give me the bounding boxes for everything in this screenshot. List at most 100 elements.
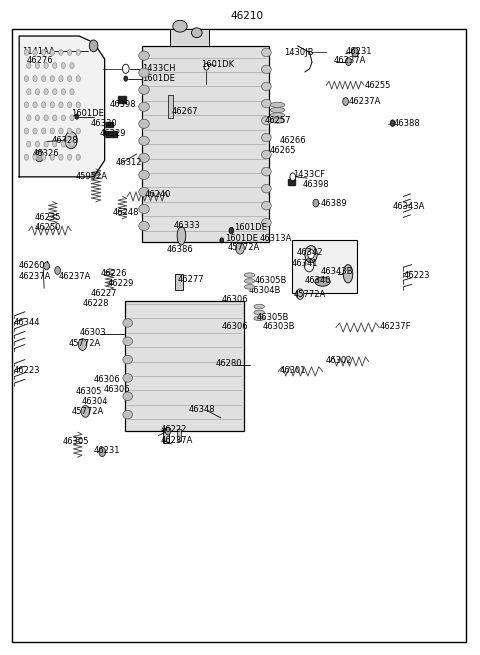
Circle shape [346, 58, 351, 66]
Ellipse shape [270, 102, 285, 107]
Ellipse shape [123, 355, 132, 364]
Ellipse shape [254, 316, 264, 321]
Bar [163, 428, 169, 443]
Text: 46388: 46388 [394, 119, 420, 128]
Ellipse shape [123, 318, 132, 327]
Circle shape [42, 155, 46, 160]
Text: 1601DE: 1601DE [142, 74, 175, 83]
Circle shape [42, 128, 46, 134]
Text: 46228: 46228 [83, 299, 109, 308]
Circle shape [50, 128, 54, 134]
Text: 46235: 46235 [35, 213, 61, 222]
Ellipse shape [262, 219, 271, 227]
Ellipse shape [139, 119, 149, 128]
Text: 46277: 46277 [178, 274, 204, 284]
Ellipse shape [173, 20, 187, 32]
Circle shape [78, 339, 87, 350]
Text: 46330: 46330 [90, 119, 117, 128]
Circle shape [59, 128, 63, 134]
Circle shape [44, 141, 48, 147]
Text: 46237A: 46237A [59, 272, 91, 281]
Ellipse shape [139, 153, 149, 162]
Circle shape [67, 75, 72, 81]
Circle shape [290, 173, 296, 181]
Circle shape [124, 76, 128, 81]
Ellipse shape [343, 265, 353, 283]
Ellipse shape [177, 227, 186, 245]
Circle shape [44, 115, 48, 121]
Circle shape [61, 62, 65, 68]
Circle shape [53, 141, 57, 147]
Circle shape [99, 447, 106, 457]
Text: 46266: 46266 [279, 136, 306, 145]
Text: 46343B: 46343B [321, 267, 353, 276]
Circle shape [204, 64, 209, 70]
Ellipse shape [270, 107, 285, 113]
Circle shape [50, 102, 54, 107]
Ellipse shape [244, 284, 255, 290]
Circle shape [33, 155, 37, 160]
Ellipse shape [244, 272, 255, 278]
Text: 46257: 46257 [265, 116, 291, 125]
Circle shape [390, 120, 395, 126]
Bar [125, 301, 244, 431]
Ellipse shape [139, 136, 149, 145]
Circle shape [76, 75, 80, 81]
Circle shape [313, 199, 319, 207]
Text: 46303: 46303 [79, 328, 106, 337]
Circle shape [50, 75, 54, 81]
Text: 46237F: 46237F [379, 322, 411, 331]
Text: 46305: 46305 [62, 437, 89, 446]
Ellipse shape [270, 113, 285, 118]
Ellipse shape [123, 392, 132, 400]
Ellipse shape [262, 99, 271, 107]
Ellipse shape [270, 118, 285, 123]
Text: 1601DE: 1601DE [234, 223, 267, 233]
Text: 46265: 46265 [270, 146, 296, 155]
Text: 46344: 46344 [13, 318, 40, 327]
Circle shape [220, 238, 224, 243]
Circle shape [36, 88, 39, 95]
Text: 1601DE: 1601DE [71, 109, 104, 119]
Circle shape [26, 62, 31, 68]
Text: 46303B: 46303B [263, 322, 296, 331]
Text: 46223: 46223 [13, 366, 40, 375]
Text: 46237A: 46237A [18, 272, 50, 281]
Text: 46304: 46304 [82, 397, 108, 406]
Circle shape [70, 88, 74, 95]
Circle shape [33, 102, 37, 107]
Ellipse shape [262, 201, 271, 210]
Ellipse shape [262, 48, 271, 56]
Circle shape [33, 75, 37, 81]
Text: 46237A: 46237A [161, 436, 193, 445]
Text: 45772A: 45772A [68, 339, 100, 348]
Ellipse shape [139, 102, 149, 111]
Circle shape [53, 115, 57, 121]
Circle shape [44, 88, 48, 95]
Text: 45772A: 45772A [294, 290, 326, 299]
Circle shape [75, 114, 79, 119]
Circle shape [33, 49, 37, 55]
Text: 1433CH: 1433CH [142, 64, 176, 73]
Bar [168, 95, 173, 118]
Text: 46304B: 46304B [249, 286, 281, 295]
Text: 46305B: 46305B [257, 312, 289, 322]
Text: 46312: 46312 [115, 158, 142, 167]
Text: 46328: 46328 [52, 136, 78, 145]
Circle shape [59, 102, 63, 107]
Circle shape [42, 102, 46, 107]
Text: 46226: 46226 [101, 269, 127, 278]
Text: 46248: 46248 [113, 208, 139, 217]
Circle shape [296, 289, 304, 299]
Text: 46250: 46250 [35, 223, 61, 233]
Circle shape [44, 62, 48, 68]
Text: 46231: 46231 [346, 47, 372, 56]
Text: 46210: 46210 [231, 11, 264, 22]
Text: 1141AA: 1141AA [22, 47, 54, 56]
Ellipse shape [315, 277, 330, 286]
Ellipse shape [262, 184, 271, 193]
Text: 46306: 46306 [222, 295, 248, 304]
Ellipse shape [139, 51, 149, 60]
Circle shape [59, 155, 63, 160]
Circle shape [61, 115, 65, 121]
